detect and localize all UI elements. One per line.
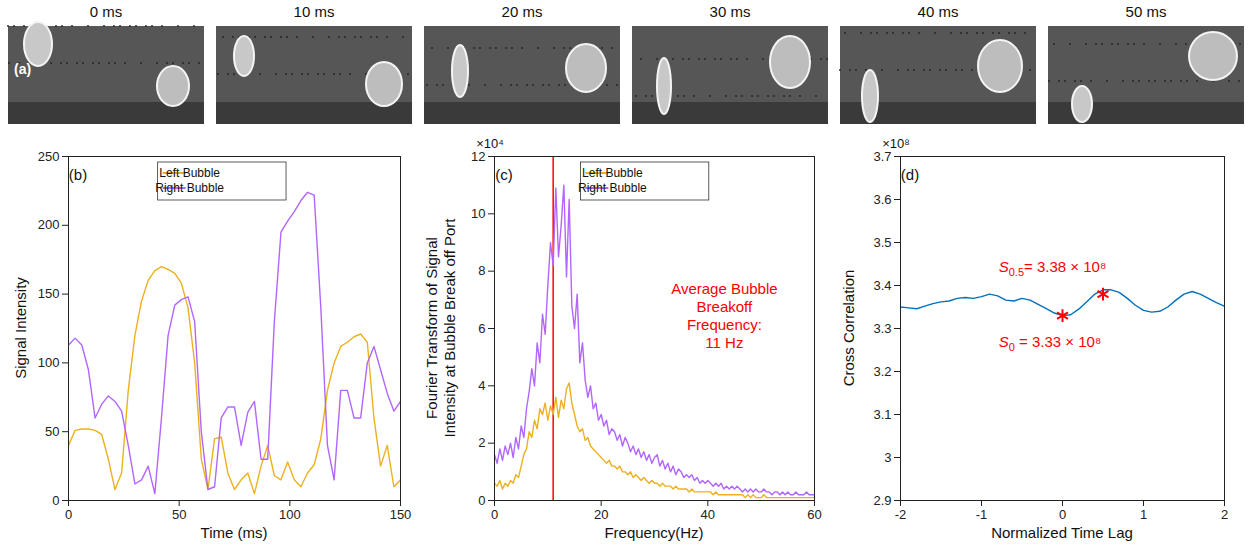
svg-text:150: 150 xyxy=(390,507,412,522)
svg-text:0 ms: 0 ms xyxy=(90,3,123,20)
svg-text:Left Bubble: Left Bubble xyxy=(582,166,643,180)
svg-text:3.7: 3.7 xyxy=(873,148,892,164)
svg-text:S0.5= 3.38 × 10⁸: S0.5= 3.38 × 10⁸ xyxy=(999,258,1107,278)
svg-text:0: 0 xyxy=(478,493,485,508)
svg-text:0: 0 xyxy=(65,507,72,522)
svg-text:30 ms: 30 ms xyxy=(710,3,751,20)
svg-text:Frequency(Hz): Frequency(Hz) xyxy=(604,524,703,541)
svg-text:×10⁴: ×10⁴ xyxy=(476,136,504,151)
svg-text:11 Hz: 11 Hz xyxy=(705,334,743,351)
svg-text:Breakoff: Breakoff xyxy=(697,298,753,315)
svg-text:3.2: 3.2 xyxy=(873,364,891,379)
svg-text:10: 10 xyxy=(471,206,485,221)
svg-text:Fourier Transform of Signal: Fourier Transform of Signal xyxy=(423,237,440,419)
svg-text:4: 4 xyxy=(478,378,485,393)
svg-text:250: 250 xyxy=(38,149,60,164)
svg-text:3.6: 3.6 xyxy=(873,192,891,207)
svg-text:50: 50 xyxy=(45,424,59,439)
svg-text:20: 20 xyxy=(594,507,608,522)
svg-text:150: 150 xyxy=(38,286,60,301)
svg-text:0: 0 xyxy=(491,507,498,522)
svg-text:40 ms: 40 ms xyxy=(918,3,959,20)
svg-text:Frequency:: Frequency: xyxy=(687,316,762,333)
svg-text:200: 200 xyxy=(38,217,60,232)
svg-text:(c): (c) xyxy=(495,166,513,183)
svg-text:(d): (d) xyxy=(901,166,919,183)
svg-text:1: 1 xyxy=(1140,507,1147,522)
svg-text:Left Bubble: Left Bubble xyxy=(159,166,220,180)
svg-text:10 ms: 10 ms xyxy=(294,3,335,20)
svg-text:-2: -2 xyxy=(895,507,907,522)
svg-text:Right Bubble: Right Bubble xyxy=(155,181,224,195)
svg-text:S0 = 3.33 × 10⁸: S0 = 3.33 × 10⁸ xyxy=(999,333,1102,353)
svg-text:50 ms: 50 ms xyxy=(1126,3,1167,20)
svg-text:3.1: 3.1 xyxy=(873,407,891,422)
svg-text:100: 100 xyxy=(279,507,301,522)
svg-text:Average Bubble: Average Bubble xyxy=(671,280,777,297)
svg-text:3: 3 xyxy=(884,450,891,465)
svg-text:2: 2 xyxy=(1221,507,1228,522)
svg-text:3.3: 3.3 xyxy=(873,321,891,336)
svg-text:3.4: 3.4 xyxy=(873,278,891,293)
svg-text:(a): (a) xyxy=(14,61,31,77)
svg-text:Signal Intensity: Signal Intensity xyxy=(12,277,29,379)
svg-text:Intensity at Bubble Break off: Intensity at Bubble Break off Port xyxy=(441,218,458,438)
svg-text:Time (ms): Time (ms) xyxy=(201,524,268,541)
svg-text:20 ms: 20 ms xyxy=(502,3,543,20)
svg-text:0: 0 xyxy=(1059,507,1066,522)
svg-text:3.5: 3.5 xyxy=(873,235,891,250)
svg-text:(b): (b) xyxy=(69,166,87,183)
svg-text:12: 12 xyxy=(471,148,486,164)
svg-text:8: 8 xyxy=(478,263,485,278)
svg-text:Cross Correlation: Cross Correlation xyxy=(840,270,857,387)
svg-text:100: 100 xyxy=(38,355,60,370)
svg-text:0: 0 xyxy=(52,493,59,508)
svg-text:2.9: 2.9 xyxy=(873,493,891,508)
svg-text:40: 40 xyxy=(701,507,715,522)
svg-text:×10⁸: ×10⁸ xyxy=(882,136,910,151)
svg-text:Right Bubble: Right Bubble xyxy=(578,181,647,195)
svg-text:6: 6 xyxy=(478,321,485,336)
svg-text:-1: -1 xyxy=(976,507,988,522)
svg-text:60: 60 xyxy=(807,507,821,522)
svg-text:2: 2 xyxy=(478,435,485,450)
svg-text:50: 50 xyxy=(172,507,186,522)
svg-text:Normalized Time Lag: Normalized Time Lag xyxy=(991,524,1133,541)
